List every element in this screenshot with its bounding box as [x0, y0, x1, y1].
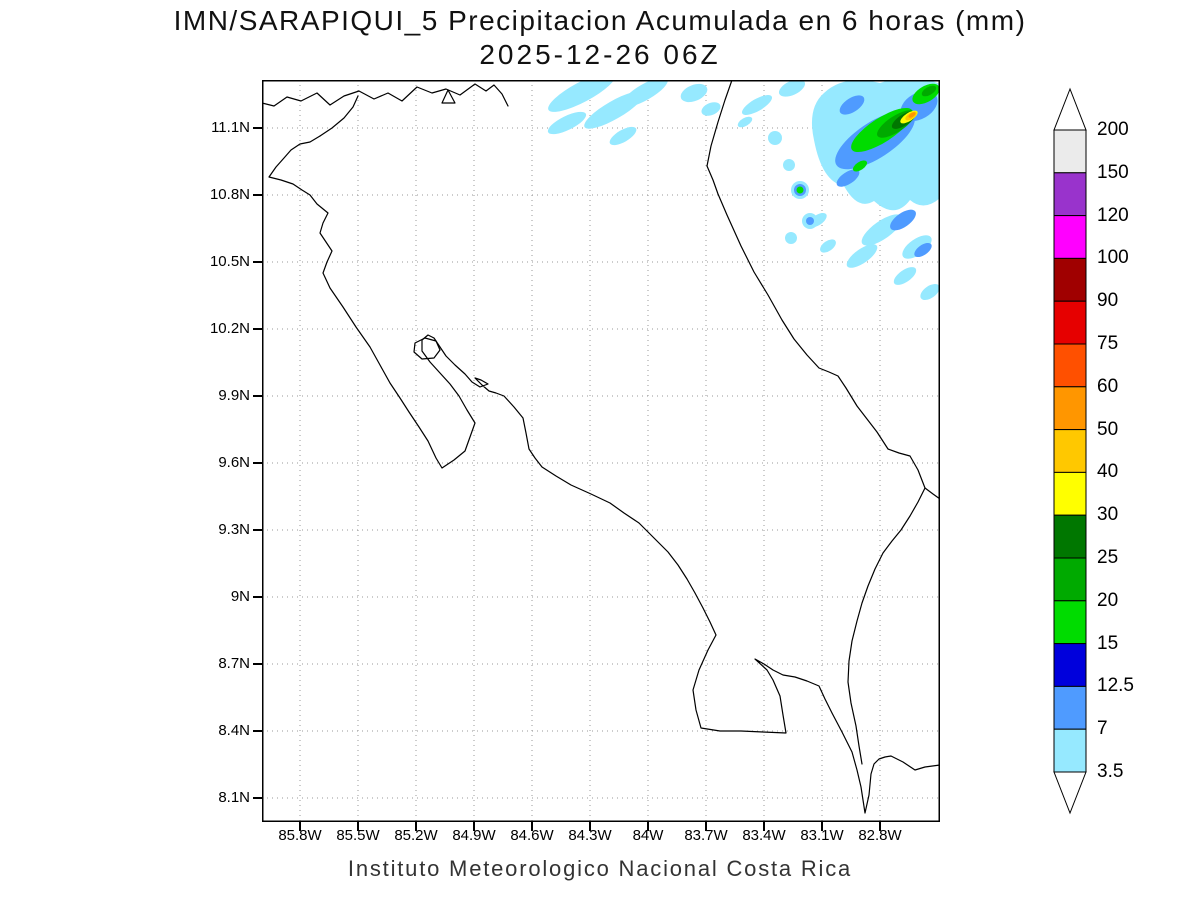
colorbar-value-label: 60: [1097, 376, 1119, 397]
colorbar-segment: [1053, 514, 1087, 559]
lat-tick-label: 11.1N: [211, 119, 250, 136]
colorbar-segment: [1053, 129, 1087, 174]
colorbar-top-arrow: [1053, 87, 1087, 131]
colorbar-segment: [1053, 172, 1087, 217]
colorbar-svg: [1053, 87, 1087, 815]
lat-tick-label: 10.2N: [209, 320, 250, 337]
colorbar-segment: [1053, 643, 1087, 687]
colorbar-segment: [1053, 728, 1087, 773]
lat-tick-label: 9.3N: [218, 521, 250, 538]
lon-tick-label: 84.6W: [510, 827, 554, 844]
colorbar-segment: [1053, 215, 1087, 259]
lat-tick-mark: [253, 663, 262, 665]
colorbar-value-label: 40: [1097, 461, 1119, 482]
lat-tick-mark: [253, 797, 262, 799]
colorbar-segment: [1053, 600, 1087, 645]
lat-tick-mark: [253, 261, 262, 263]
lat-tick-mark: [253, 328, 262, 330]
lon-tick-label: 84.3W: [568, 827, 612, 844]
lon-tick-mark: [705, 822, 707, 831]
colorbar-bottom-arrow: [1053, 771, 1087, 815]
lat-tick-mark: [253, 395, 262, 397]
colorbar-value-label: 100: [1097, 247, 1129, 268]
lon-tick-label: 82.8W: [858, 827, 902, 844]
coastline-group: [262, 80, 940, 814]
colorbar-segment: [1053, 386, 1087, 431]
lake-island-triangle: [441, 89, 456, 104]
lon-tick-mark: [473, 822, 475, 831]
lon-tick-mark: [589, 822, 591, 831]
lon-tick-mark: [647, 822, 649, 831]
pacific-coast: [268, 135, 940, 814]
precip-orange: [908, 112, 916, 118]
plot-frame: [262, 80, 940, 822]
colorbar-value-label: 90: [1097, 290, 1119, 311]
colorbar-value-label: 200: [1097, 119, 1129, 140]
lake-nicaragua-shore: [262, 83, 509, 107]
panama-border: [847, 487, 926, 765]
lat-tick-label: 9N: [230, 588, 250, 605]
lon-tick-mark: [763, 822, 765, 831]
chart-title: IMN/SARAPIQUI_5 Precipitacion Acumulada …: [0, 4, 1200, 72]
colorbar-segment: [1053, 343, 1087, 388]
footer-caption: Instituto Meteorologico Nacional Costa R…: [347, 856, 853, 881]
lat-tick-label: 8.4N: [218, 722, 250, 739]
colorbar-segment: [1053, 471, 1087, 516]
colorbar-value-label: 20: [1097, 590, 1119, 611]
lon-tick-mark: [299, 822, 301, 831]
caribbean-coast: [706, 80, 940, 500]
lat-tick-mark: [253, 127, 262, 129]
lon-tick-label: 85.2W: [394, 827, 438, 844]
chart-title-line2: 2025-12-26 06Z: [479, 39, 721, 70]
lat-tick-label: 9.6N: [218, 454, 250, 471]
lon-tick-mark: [357, 822, 359, 831]
colorbar-value-label: 3.5: [1097, 761, 1124, 782]
lat-tick-mark: [253, 730, 262, 732]
colorbar-value-label: 50: [1097, 419, 1119, 440]
colorbar-value-label: 7: [1097, 718, 1108, 739]
chart-title-line1: IMN/SARAPIQUI_5 Precipitacion Acumulada …: [173, 5, 1027, 36]
lon-tick-label: 84.9W: [452, 827, 496, 844]
lon-tick-label: 83.4W: [742, 827, 786, 844]
lat-tick-mark: [253, 529, 262, 531]
colorbar-value-label: 12.5: [1097, 675, 1134, 696]
lon-tick-mark: [415, 822, 417, 831]
colorbar-segment: [1053, 685, 1087, 730]
chira-island: [413, 337, 441, 360]
colorbar-value-label: 150: [1097, 162, 1129, 183]
grid-lines: [262, 80, 940, 822]
lon-tick-label: 83.7W: [684, 827, 728, 844]
colorbar-value-label: 15: [1097, 633, 1119, 654]
lat-tick-mark: [253, 596, 262, 598]
map-canvas: [262, 80, 940, 822]
colorbar-value-label: 75: [1097, 333, 1119, 354]
lat-tick-label: 8.1N: [218, 789, 250, 806]
lon-tick-mark: [879, 822, 881, 831]
colorbar-segment: [1053, 300, 1087, 345]
lat-tick-label: 8.7N: [218, 655, 250, 672]
colorbar-value-label: 120: [1097, 205, 1129, 226]
lon-tick-label: 84W: [632, 827, 664, 844]
lon-tick-mark: [531, 822, 533, 831]
colorbar-segment: [1053, 257, 1087, 302]
colorbar-segment: [1053, 557, 1087, 602]
colorbar-value-label: 30: [1097, 504, 1119, 525]
precipitation-shading: [547, 80, 940, 300]
map-plot-area: [262, 80, 940, 822]
lat-tick-label: 10.5N: [209, 253, 250, 270]
lat-tick-mark: [253, 194, 262, 196]
lon-tick-label: 83.1W: [800, 827, 844, 844]
lat-tick-label: 10.8N: [209, 186, 250, 203]
precip-light-cyan: [547, 80, 940, 300]
nicaragua-border: [319, 95, 359, 137]
colorbar-segment: [1053, 429, 1087, 473]
lon-tick-label: 85.5W: [336, 827, 380, 844]
colorbar-value-label: 25: [1097, 547, 1119, 568]
lat-tick-mark: [253, 462, 262, 464]
lon-tick-mark: [821, 822, 823, 831]
lon-tick-label: 85.8W: [278, 827, 322, 844]
lat-tick-label: 9.9N: [218, 387, 250, 404]
